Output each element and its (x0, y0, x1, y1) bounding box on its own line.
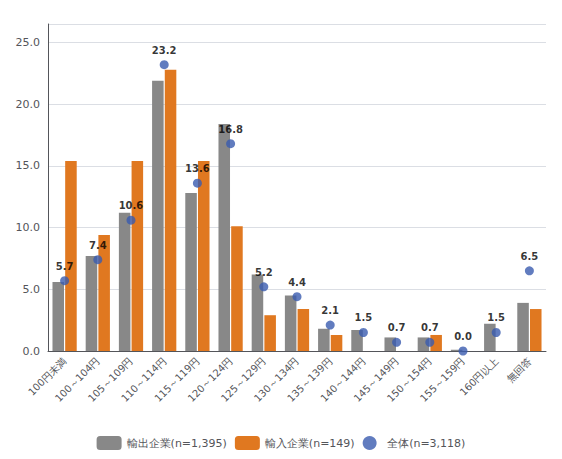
svg-text:140～144円: 140～144円 (318, 355, 368, 404)
svg-text:0.0: 0.0 (454, 331, 472, 342)
svg-text:6.5: 6.5 (521, 251, 539, 262)
svg-text:0.7: 0.7 (421, 322, 439, 333)
svg-text:120～124円: 120～124円 (185, 355, 235, 404)
svg-text:115～119円: 115～119円 (152, 355, 202, 404)
svg-text:16.8: 16.8 (218, 124, 243, 135)
svg-text:130～134円: 130～134円 (252, 355, 301, 404)
svg-text:0.7: 0.7 (388, 322, 406, 333)
svg-text:無回答: 無回答 (504, 355, 533, 384)
svg-text:7.4: 7.4 (89, 240, 107, 251)
svg-text:135～139円: 135～139円 (285, 355, 335, 404)
svg-text:全体(n=3,118): 全体(n=3,118) (387, 437, 465, 450)
svg-text:0.0: 0.0 (23, 345, 41, 358)
svg-text:20.0: 20.0 (16, 98, 41, 111)
svg-text:1.5: 1.5 (355, 312, 373, 323)
svg-text:2.1: 2.1 (321, 305, 339, 316)
svg-text:輸入企業(n=149): 輸入企業(n=149) (265, 437, 355, 450)
svg-text:25.0: 25.0 (16, 36, 41, 49)
svg-text:10.0: 10.0 (16, 221, 41, 234)
svg-text:100～104円: 100～104円 (52, 355, 102, 404)
svg-text:145～149円: 145～149円 (351, 355, 401, 404)
svg-text:15.0: 15.0 (16, 159, 41, 172)
svg-text:105～109円: 105～109円 (86, 355, 135, 404)
svg-text:23.2: 23.2 (152, 45, 177, 56)
svg-text:100円未満: 100円未満 (26, 355, 69, 398)
svg-text:4.4: 4.4 (288, 277, 306, 288)
svg-text:13.6: 13.6 (185, 163, 210, 174)
svg-text:125～129円: 125～129円 (218, 355, 268, 404)
svg-text:150～154円: 150～154円 (384, 355, 434, 404)
svg-text:5.2: 5.2 (255, 267, 273, 278)
svg-text:10.6: 10.6 (119, 200, 144, 211)
svg-text:110～114円: 110～114円 (119, 355, 169, 404)
svg-text:輸出企業(n=1,395): 輸出企業(n=1,395) (127, 437, 227, 450)
svg-text:5.0: 5.0 (23, 283, 41, 296)
svg-text:160円以上: 160円以上 (458, 355, 500, 397)
svg-text:5.7: 5.7 (56, 261, 74, 272)
svg-text:1.5: 1.5 (487, 312, 505, 323)
svg-text:155～159円: 155～159円 (418, 355, 467, 404)
